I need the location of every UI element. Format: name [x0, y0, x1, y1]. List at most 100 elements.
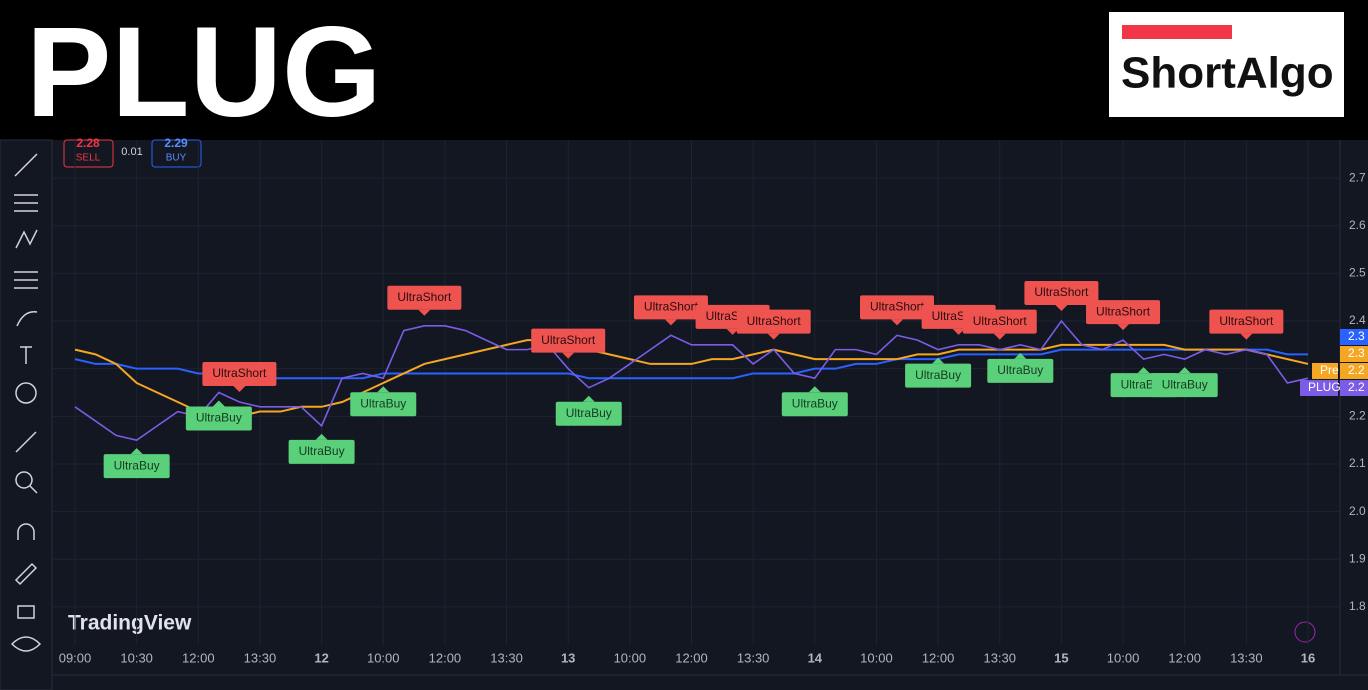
trade-panel: 2.28 SELL 0.01 2.29 BUY [63, 136, 202, 168]
y-tick-label: 2.6 [1349, 218, 1366, 232]
short-signal: UltraShort [387, 285, 462, 316]
signal-pointer [1117, 324, 1130, 331]
signal-pointer [562, 352, 575, 359]
signal-label: UltraBuy [299, 444, 345, 458]
signal-label-box [1209, 309, 1284, 334]
signal-pointer [664, 319, 677, 326]
toolbar-icons [10, 153, 42, 652]
x-tick-label: 10:00 [1107, 650, 1140, 665]
y-tick-label: 2.7 [1349, 170, 1366, 184]
x-tick-label: 12:00 [429, 650, 462, 665]
line-series [74, 339, 1309, 418]
signal-label-box [202, 362, 277, 387]
signal-label-box [987, 358, 1054, 383]
signal-pointer [891, 319, 903, 326]
signal-label: UltraShort [212, 366, 267, 380]
signal-label-box [387, 285, 462, 310]
x-tick-label: 13 [561, 650, 575, 665]
buy-signal: UltraBuy [103, 448, 170, 479]
line-series [74, 319, 1309, 442]
x-tick-label: 09:00 [59, 650, 92, 665]
y-tick-label: 2.5 [1349, 266, 1366, 280]
signal-label: UltraShort [747, 314, 802, 328]
y-tick-label: 2.2 [1349, 408, 1366, 422]
price-tag [1340, 346, 1368, 362]
x-tick-label: 10:00 [614, 650, 647, 665]
x-tick-label: 12 [314, 650, 328, 665]
price-tag-label: 2.2 [1348, 380, 1365, 394]
price-tag-label: 2.3 [1348, 329, 1365, 343]
signal-label: UltraBuy [915, 368, 961, 382]
signal-pointer [1137, 367, 1150, 374]
y-tick-label: 2.1 [1349, 456, 1366, 470]
signal-pointer [952, 328, 965, 335]
price-tag-label: 2.3 [1348, 346, 1365, 360]
signal-label: UltraShort [870, 300, 925, 314]
signal-label: UltraShort [973, 314, 1028, 328]
signal-pointer [1055, 305, 1068, 312]
x-tick-label: 10:30 [120, 650, 153, 665]
plot: 1.8 1.9 2.0 2.1 2.2 2.3 2.4 2.5 2.6 2.7 09:00 10:30… [52, 140, 1366, 665]
x-tick-label: 10:00 [860, 650, 893, 665]
signal-label-box [103, 454, 170, 479]
x-tick-label: 12:00 [675, 650, 708, 665]
signal-pointer [808, 386, 821, 393]
buy-box[interactable] [151, 139, 202, 168]
x-tick-label: 12:00 [182, 650, 215, 665]
short-signal: UltraShort [531, 328, 606, 359]
signal-pointer [582, 395, 595, 402]
short-signal: UltraShort [202, 362, 277, 393]
short-signal: UltraShort [1209, 309, 1284, 340]
signal-pointer [1014, 352, 1027, 359]
signal-label: UltraShort [644, 300, 699, 314]
price-tag [1312, 363, 1338, 379]
x-tick-label: 13:30 [1230, 650, 1263, 665]
buy-signal: UltraBuy [350, 386, 417, 417]
sell-box[interactable] [63, 139, 114, 168]
logo-bar [1122, 25, 1232, 39]
buy-signal: UltraBuy [555, 395, 622, 426]
signal-pointer [1240, 333, 1253, 340]
price-tag-label: 2.2 [1348, 363, 1365, 377]
signal-pointer [993, 333, 1006, 340]
signal-label-box [860, 295, 934, 320]
buy-signal: UltraBuy [185, 400, 252, 431]
signal-label-box [185, 406, 252, 431]
y-tick-label: 1.9 [1349, 551, 1366, 565]
signal-label: UltraBuy [1162, 377, 1208, 391]
spread: 0.01 [121, 146, 142, 158]
short-signal: UltraShort [736, 309, 811, 340]
signal-pointer [233, 386, 246, 393]
x-tick-label: 13:30 [490, 650, 523, 665]
y-tick-label: 2.4 [1349, 313, 1366, 327]
ticker-title: PLUG [26, 1, 382, 144]
signal-label: UltraBuy [196, 411, 242, 425]
signal-pointer [1178, 367, 1191, 374]
short-signal: UltraShort [860, 295, 934, 326]
x-tick-label: 15 [1054, 650, 1068, 665]
x-tick-label: 12:00 [1168, 650, 1201, 665]
price-tag-label: PLUG [1308, 380, 1341, 394]
signal-label-box [1024, 281, 1099, 306]
signal-label: UltraBuy [114, 458, 160, 472]
signal-label-box [350, 392, 417, 417]
sell-price: 2.28 [76, 136, 100, 150]
signal-label-box [633, 295, 708, 320]
signal-label-box [781, 392, 848, 417]
x-tick-label: 10:00 [367, 650, 400, 665]
signal-label: UltraBuy [360, 396, 406, 410]
alert-icon[interactable] [1294, 621, 1316, 643]
buy-signal: UltraBuy [288, 433, 355, 464]
buy-signal: UltraBuy [905, 357, 972, 388]
signal-label-box [1086, 300, 1161, 325]
x-tick-label: 16 [1301, 650, 1315, 665]
x-tick-label: 13:30 [737, 650, 770, 665]
y-tick-label: 1.8 [1349, 599, 1366, 613]
signal-label: UltraShort [541, 333, 596, 347]
price-tag-label: Pre [1320, 363, 1339, 377]
price-tag [1300, 380, 1338, 396]
buy-label: BUY [166, 153, 187, 164]
x-tick-label: 12:00 [922, 650, 955, 665]
watermark: TradingView [68, 612, 192, 635]
price-tag [1340, 380, 1368, 396]
